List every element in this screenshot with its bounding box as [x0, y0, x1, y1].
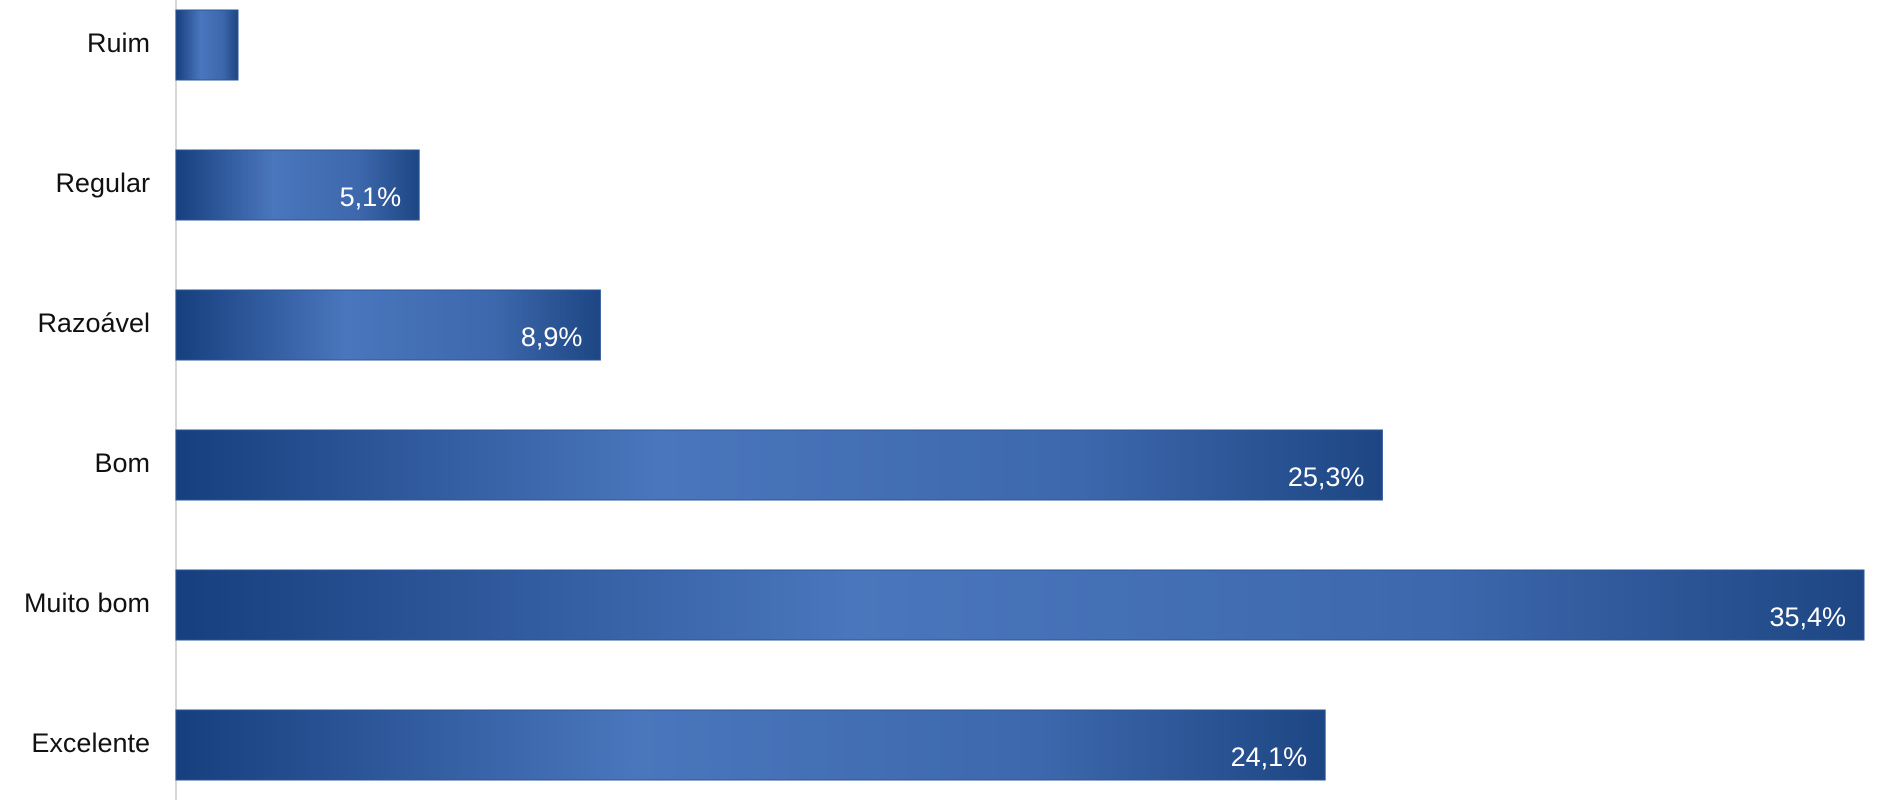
bar: [175, 149, 420, 221]
value-label: 8,9%: [521, 322, 583, 352]
bar: [175, 709, 1326, 781]
category-label: Muito bom: [24, 588, 150, 618]
value-label: 25,3%: [1288, 462, 1365, 492]
category-label: Regular: [55, 168, 150, 198]
bar: [175, 9, 239, 81]
value-label: 35,4%: [1769, 602, 1846, 632]
category-label: Razoável: [37, 308, 150, 338]
category-label: Excelente: [31, 728, 150, 758]
value-label: 5,1%: [340, 182, 402, 212]
category-label: Ruim: [87, 28, 150, 58]
bar: [175, 429, 1383, 501]
value-label: 24,1%: [1231, 742, 1308, 772]
bar: [175, 289, 601, 361]
category-label: Bom: [94, 448, 150, 478]
bar: [175, 569, 1865, 641]
